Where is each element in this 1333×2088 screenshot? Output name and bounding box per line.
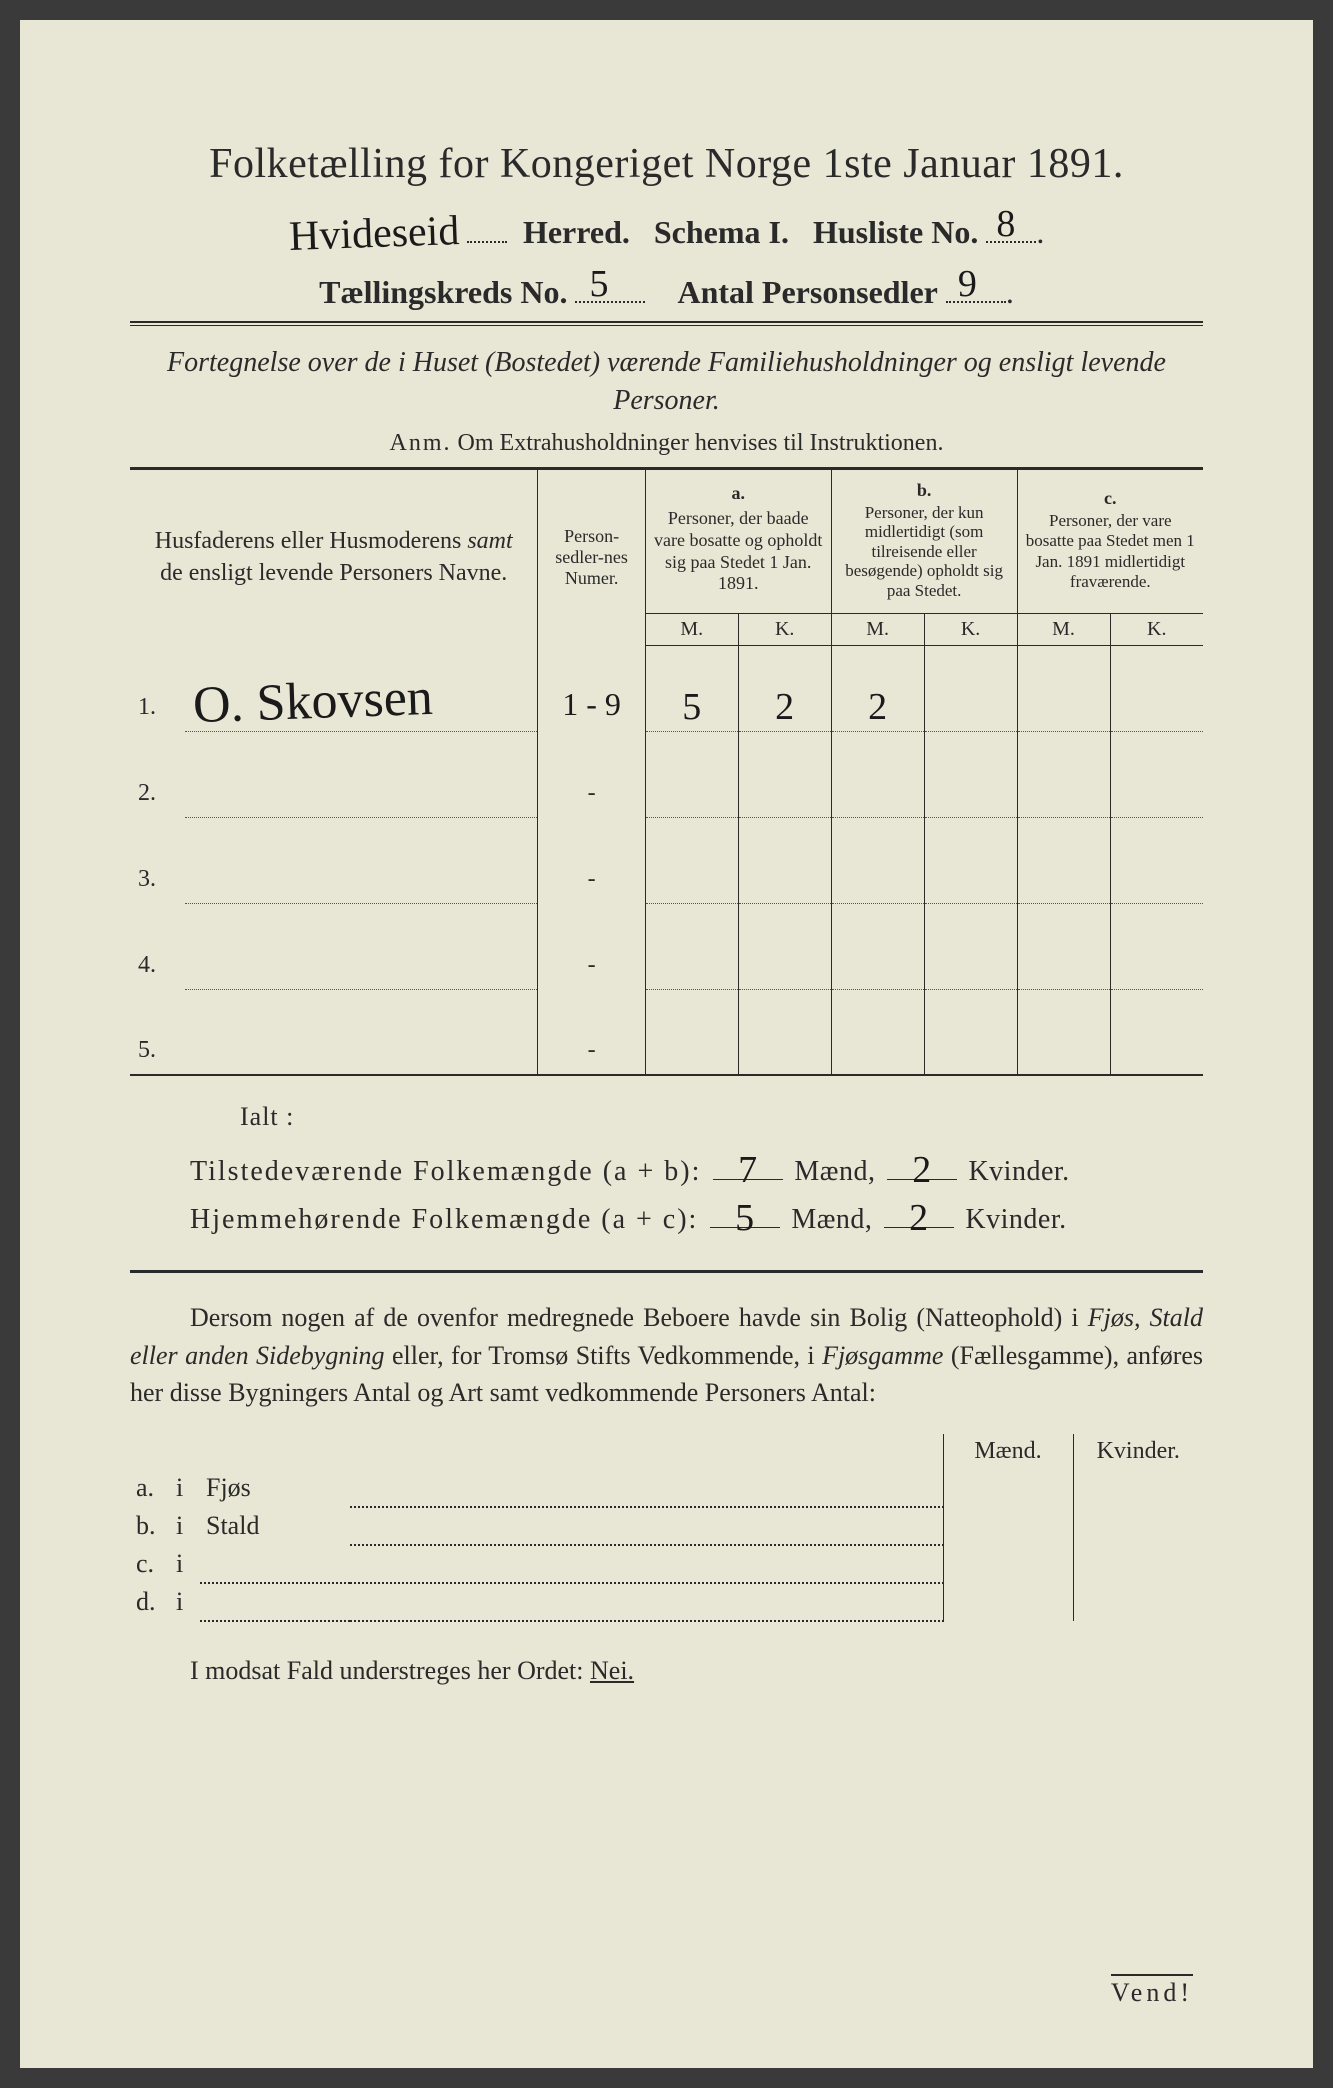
table-row: 4. - [130, 903, 1203, 989]
herred-name-handwritten: Hvideseid [288, 207, 460, 261]
anm-note: Anm. Anm. Om Extrahusholdninger henvises… [130, 430, 1203, 457]
tkreds-no: 5 [589, 262, 608, 306]
col-c-k: K. [1110, 613, 1203, 645]
husliste-label: Husliste No. [813, 214, 978, 250]
subtitle: Fortegnelse over de i Huset (Bostedet) v… [130, 344, 1203, 420]
table-row: 3. - [130, 817, 1203, 903]
buildings-row: c. i [130, 1545, 1203, 1583]
husliste-no: 8 [996, 202, 1015, 246]
buildings-header-m: Mænd. [943, 1434, 1073, 1469]
sum1-k: 2 [912, 1148, 932, 1192]
divider-top [130, 321, 1203, 326]
col-header-b: b. Personer, der kun midlertidigt (som t… [831, 468, 1017, 613]
sum-line-2: Hjemmehørende Folkemængde (a + c): 5 Mæn… [190, 1194, 1203, 1236]
row1-bM: 2 [868, 685, 887, 729]
vend-label: Vend! [1111, 1974, 1193, 2008]
col-b-m: M. [831, 613, 924, 645]
main-title: Folketælling for Kongeriget Norge 1ste J… [130, 140, 1203, 188]
main-table: Husfaderens eller Husmoderens samt de en… [130, 467, 1203, 1076]
table-row: 5. - [130, 989, 1203, 1075]
col-b-k: K. [924, 613, 1017, 645]
header-line-2: Hvideseid Herred. Schema I. Husliste No.… [130, 206, 1203, 254]
row1-aK: 2 [775, 685, 794, 729]
sum1-m: 7 [738, 1148, 758, 1192]
nei-word: Nei. [590, 1656, 634, 1685]
divider-mid [130, 1270, 1203, 1273]
tkreds-label: Tællingskreds No. [319, 274, 567, 310]
row1-aM: 5 [682, 685, 701, 729]
col-header-c: c. Personer, der vare bosatte paa Stedet… [1017, 468, 1203, 613]
census-form-page: Folketælling for Kongeriget Norge 1ste J… [20, 20, 1313, 2068]
buildings-header-k: Kvinder. [1073, 1434, 1203, 1469]
nei-line: I modsat Fald understreges her Ordet: Ne… [190, 1656, 1203, 1686]
ialt-label: Ialt : [240, 1102, 1203, 1132]
col-a-k: K. [738, 613, 831, 645]
buildings-table: Mænd. Kvinder. a. i Fjøs b. i Stald c. i… [130, 1434, 1203, 1622]
buildings-row: a. i Fjøs [130, 1469, 1203, 1507]
buildings-row: b. i Stald [130, 1507, 1203, 1545]
col-a-m: M. [645, 613, 738, 645]
table-row: 2. - [130, 731, 1203, 817]
table-row: 1. O. Skovsen 1 - 9 5 2 2 [130, 645, 1203, 731]
antal-ps: 9 [958, 262, 977, 306]
sum2-k: 2 [909, 1196, 929, 1240]
buildings-paragraph: Dersom nogen af de ovenfor medregnede Be… [130, 1299, 1203, 1412]
sum-line-1: Tilstedeværende Folkemængde (a + b): 7 M… [190, 1146, 1203, 1188]
col-c-m: M. [1017, 613, 1110, 645]
herred-label: Herred. [523, 214, 630, 250]
row1-ps: 1 - 9 [562, 686, 621, 723]
buildings-row: d. i [130, 1583, 1203, 1621]
header-line-3: Tællingskreds No. 5 Antal Personsedler 9… [130, 268, 1203, 311]
sum2-m: 5 [735, 1196, 755, 1240]
col-header-name: Husfaderens eller Husmoderens samt de en… [130, 468, 538, 645]
row1-name: O. Skovsen [192, 667, 434, 734]
schema-label: Schema I. [654, 214, 789, 250]
col-header-a: a. Personer, der baade vare bosatte og o… [645, 468, 831, 613]
col-header-ps: Person-sedler-nes Numer. [538, 468, 645, 645]
antal-ps-label: Antal Personsedler [677, 274, 937, 310]
